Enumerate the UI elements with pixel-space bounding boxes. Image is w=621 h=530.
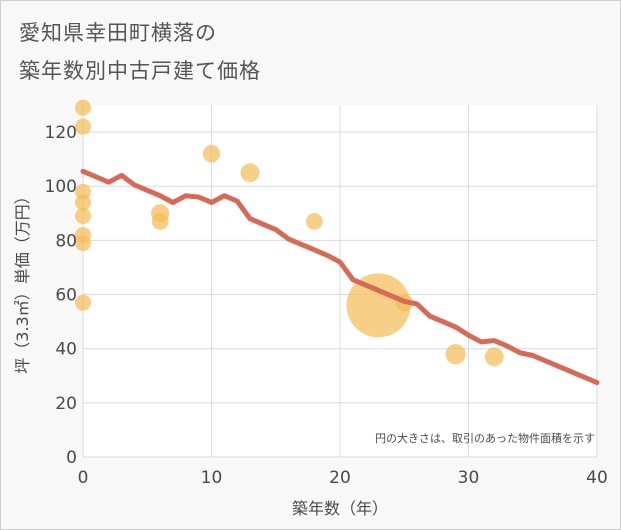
size-annotation: 円の大きさは、取引のあった物件面積を示す (375, 431, 595, 445)
x-tick-label: 10 (201, 468, 223, 488)
bubble-point (75, 99, 91, 116)
y-axis-title: 坪（3.3㎡）単価（万円） (13, 188, 32, 373)
bubble-point (445, 343, 466, 365)
y-tick-label: 40 (55, 340, 77, 360)
bubble-series (75, 99, 504, 367)
x-axis-title: 築年数（年） (292, 499, 388, 518)
y-tick-label: 120 (45, 123, 77, 143)
bubble-point (151, 213, 169, 230)
y-tick-label: 100 (45, 177, 77, 197)
bubble-point (75, 118, 91, 135)
bubble-point (484, 347, 504, 367)
x-tick-label: 0 (78, 468, 89, 488)
x-tick-label: 30 (458, 468, 480, 488)
bubble-point (75, 294, 91, 311)
y-tick-label: 80 (55, 231, 77, 251)
chart-title-line-2: 築年数別中古戸建て価格 (19, 59, 261, 83)
y-tick-label: 60 (55, 286, 77, 306)
trend-line (80, 168, 600, 386)
x-tick-label: 20 (329, 468, 351, 488)
x-tick-label: 40 (586, 468, 608, 488)
y-tick-label: 20 (55, 394, 77, 414)
grid-lines (82, 105, 598, 458)
bubble-point (305, 213, 323, 230)
bubble-point (75, 208, 91, 225)
bubble-point (75, 235, 91, 252)
axis-ticks: 0 10 20 30 40 0 20 40 60 80 100 120 (45, 123, 608, 488)
y-tick-label: 0 (66, 448, 77, 468)
chart-title-line-1: 愛知県幸田町横落の (19, 21, 217, 45)
bubble-point (346, 273, 411, 338)
bubble-point (240, 163, 260, 183)
bubble-point (202, 144, 221, 163)
bubble-point (75, 194, 91, 211)
